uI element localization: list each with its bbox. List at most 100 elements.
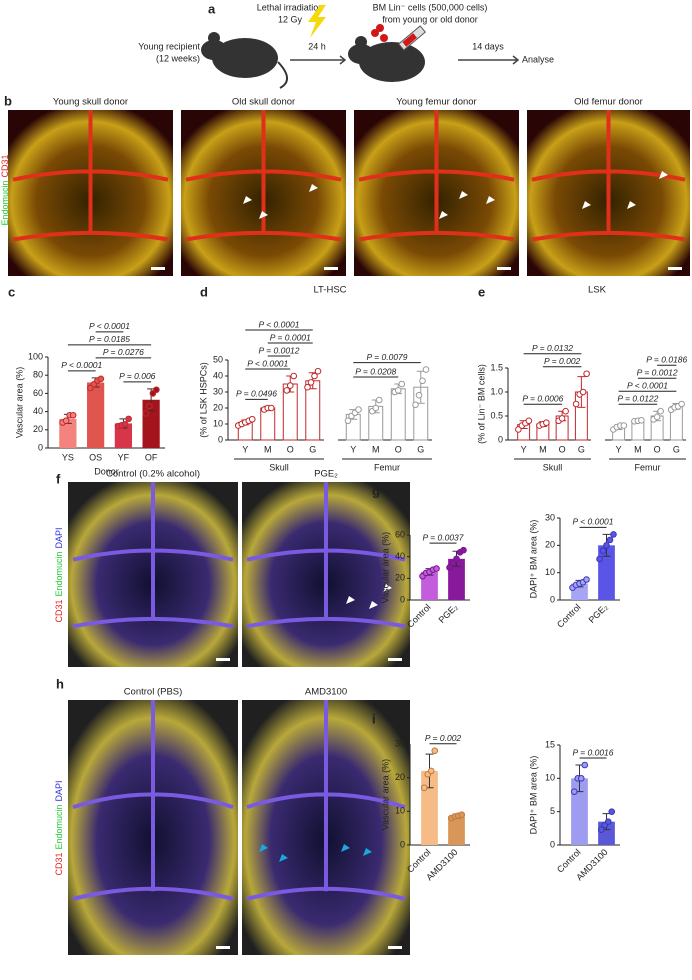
- arrowhead: [279, 854, 288, 862]
- p-value: P = 0.0016: [572, 747, 613, 757]
- chart-title: LSK: [588, 285, 607, 296]
- group-label: Skull: [269, 462, 289, 472]
- data-point: [446, 564, 453, 571]
- arrowhead: [259, 211, 268, 219]
- arrowhead: [582, 201, 591, 209]
- x-tick-label: G: [673, 444, 680, 454]
- mouse-icon: [348, 36, 425, 82]
- y-tick-label: 20: [33, 424, 43, 434]
- data-point: [311, 372, 318, 380]
- data-point: [398, 380, 406, 388]
- y-tick-label: 0: [38, 442, 43, 452]
- vessel: [246, 482, 406, 629]
- data-point: [394, 387, 402, 394]
- vessel: [358, 110, 515, 242]
- data-point: [431, 747, 439, 755]
- vessel: [531, 110, 686, 242]
- image-title: Old skull donor: [232, 97, 295, 108]
- arrowhead: [259, 844, 268, 852]
- p-value: P = 0.0496: [236, 389, 277, 399]
- data-point: [453, 555, 460, 563]
- y-tick-label: 0: [400, 839, 405, 849]
- y-tick-label: 0.5: [490, 410, 503, 420]
- p-value: P = 0.006: [119, 371, 156, 381]
- data-point: [69, 411, 77, 419]
- text: Analyse: [522, 54, 554, 64]
- y-tick-label: 1.0: [490, 386, 503, 396]
- y-tick-label: 10: [213, 418, 223, 428]
- y-axis-label: DAPI⁺ BM area (%): [528, 756, 538, 835]
- syringe-icon: [397, 25, 427, 51]
- image-title: Control (PBS): [124, 687, 183, 698]
- image-title: AMD3100: [305, 687, 347, 698]
- x-tick-label: Control: [555, 602, 583, 630]
- data-point: [597, 826, 605, 833]
- p-value: P = 0.0006: [522, 393, 563, 403]
- data-point: [420, 784, 428, 792]
- bar: [59, 418, 77, 448]
- y-axis-label: DAPI⁺ BM area (%): [528, 520, 538, 599]
- data-point: [286, 382, 294, 389]
- y-tick-label: 80: [33, 370, 43, 380]
- p-value: P < 0.0001: [258, 319, 299, 329]
- data-point: [458, 811, 466, 819]
- x-tick-label: O: [287, 444, 294, 454]
- data-point: [620, 422, 628, 429]
- data-point: [638, 417, 645, 424]
- x-tick-label: Y: [521, 444, 527, 454]
- panel-label: i: [372, 711, 376, 726]
- panel-label: e: [478, 284, 485, 299]
- p-value: P < 0.0001: [627, 380, 668, 390]
- data-point: [267, 404, 275, 412]
- stain-name: Endomucin: [54, 804, 64, 849]
- x-tick-label: YS: [62, 452, 74, 462]
- arrowhead: [309, 184, 318, 192]
- p-value: P = 0.0079: [366, 352, 407, 362]
- data-point: [248, 415, 256, 423]
- panel-label: d: [200, 284, 208, 299]
- y-tick-label: 0: [400, 594, 405, 604]
- p-value: P = 0.0276: [103, 347, 144, 357]
- y-tick-label: 20: [395, 772, 405, 782]
- data-point: [583, 576, 590, 583]
- y-axis-label: Vascular area (%): [380, 532, 390, 603]
- y-tick-label: 0: [550, 594, 555, 604]
- y-tick-label: 20: [395, 573, 405, 583]
- p-value: P = 0.0122: [617, 393, 658, 403]
- stain-name: Endomucin: [54, 551, 64, 596]
- data-point: [577, 775, 585, 782]
- data-point: [570, 788, 578, 795]
- p-value: P = 0.0037: [422, 532, 463, 542]
- bar: [390, 388, 406, 441]
- stain-name: DAPI: [54, 527, 64, 548]
- y-axis-label: Vascular area (%): [14, 367, 24, 438]
- stain-name: DAPI: [54, 780, 64, 801]
- text: BM Lin⁻ cells (500,000 cells): [373, 2, 488, 12]
- bar: [87, 382, 105, 448]
- scale-bar: [668, 267, 682, 270]
- y-tick-label: 0: [550, 839, 555, 849]
- data-point: [314, 367, 322, 375]
- arrowhead: [363, 848, 372, 856]
- data-point: [344, 417, 352, 425]
- p-value: P = 0.0208: [355, 366, 396, 376]
- p-value: P = 0.0012: [637, 367, 678, 377]
- x-tick-label: OF: [145, 452, 158, 462]
- panel-label: c: [8, 284, 15, 299]
- data-point: [153, 386, 160, 394]
- x-tick-label: Y: [242, 444, 248, 454]
- data-point: [460, 546, 467, 554]
- scale-bar: [388, 946, 402, 949]
- y-tick-label: 40: [33, 406, 43, 416]
- x-tick-label: M: [372, 444, 380, 454]
- arrowhead: [659, 171, 668, 179]
- data-point: [412, 401, 419, 409]
- data-point: [375, 396, 383, 404]
- chart-title: LT-HSC: [313, 285, 346, 296]
- cells-icon: [371, 24, 388, 42]
- stain-label: Endomucin CD31: [0, 154, 10, 225]
- data-point: [603, 542, 610, 549]
- arrow: [290, 55, 347, 65]
- vessel: [12, 110, 169, 242]
- data-point: [572, 400, 580, 408]
